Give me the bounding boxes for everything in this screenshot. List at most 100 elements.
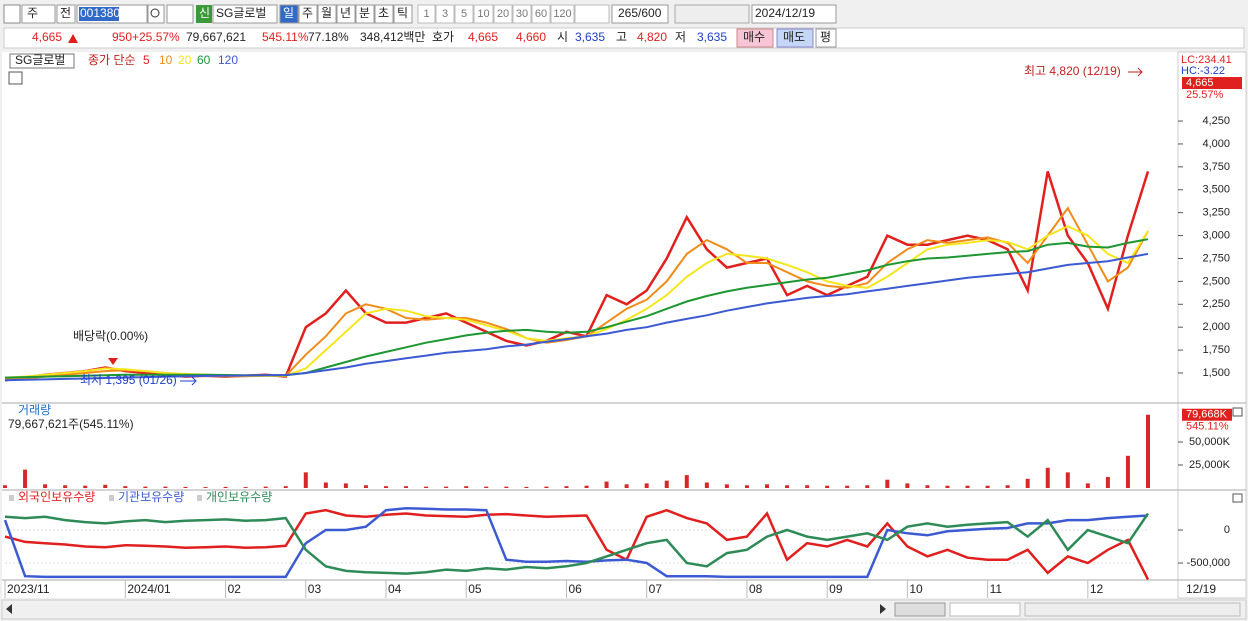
volume-bar: [684, 475, 689, 488]
scroll-right[interactable]: [880, 604, 886, 614]
period-button[interactable]: [393, 4, 413, 24]
period: 주: [302, 6, 313, 20]
period-button[interactable]: [317, 4, 337, 24]
y-tick-label: 3,750: [1202, 161, 1230, 173]
interval-button[interactable]: [417, 4, 436, 24]
volume-bar: [1085, 483, 1090, 488]
interval-button[interactable]: [531, 4, 551, 24]
interval: 20: [497, 8, 509, 20]
low-note: 최저 1,395 (01/26): [80, 373, 177, 387]
volume-bar: [1025, 478, 1030, 488]
volume-bar: [825, 485, 830, 488]
stock-name: SG글로벌: [216, 6, 266, 20]
tool-icons[interactable]: [674, 4, 750, 24]
legend-swatch: [197, 495, 202, 501]
hc: HC:-3.22: [1181, 65, 1225, 77]
period: 일: [283, 6, 294, 20]
x-tick-label: 09: [829, 582, 843, 596]
legend-entry: 외국인보유수량: [18, 490, 95, 504]
scroll-left[interactable]: [6, 604, 12, 614]
amount: 348,412백만: [360, 30, 425, 44]
volume-bar: [183, 486, 188, 488]
legend-entry: 기관보유수량: [118, 490, 184, 504]
y-tick-label: 3,250: [1202, 207, 1230, 219]
interval-button[interactable]: [550, 4, 575, 24]
y-tick-label: 25,000K: [1189, 459, 1231, 471]
last-rate: 25.57%: [1186, 89, 1224, 101]
period: 틱: [397, 6, 408, 20]
volume-bar: [404, 486, 409, 488]
axis-area: [1177, 51, 1247, 599]
table-icon[interactable]: [8, 71, 23, 85]
volume-bar: [845, 485, 850, 488]
legend-swatch: [9, 495, 14, 501]
series-line: [4, 508, 1150, 581]
ask-label: 호가: [432, 30, 454, 44]
x-tick-label: 2023/11: [7, 582, 50, 596]
prev: 전: [60, 6, 71, 20]
volume-bar: [243, 487, 248, 488]
last-price-tag: [1182, 77, 1242, 90]
count-box[interactable]: [611, 4, 669, 24]
close-box[interactable]: [1232, 493, 1243, 503]
name-box[interactable]: [212, 4, 278, 24]
high-label: 고: [616, 30, 627, 44]
period-button[interactable]: [279, 4, 299, 24]
interval-button[interactable]: [435, 4, 455, 24]
rate: +25.57%: [132, 30, 180, 44]
volume-bar: [83, 485, 88, 488]
interval-button[interactable]: [473, 4, 494, 24]
period-button[interactable]: [336, 4, 356, 24]
volume-bar: [785, 485, 790, 488]
volume-bar: [704, 482, 709, 488]
menu-button[interactable]: [3, 4, 21, 24]
period-button[interactable]: [374, 4, 394, 24]
y-tick-label: 2,000: [1202, 321, 1230, 333]
volume-bar: [885, 479, 890, 488]
period: 초: [378, 6, 389, 20]
prev-button[interactable]: [56, 4, 76, 24]
volume-bar: [444, 486, 449, 488]
close-box[interactable]: [1232, 407, 1243, 417]
legend-entry: 120: [218, 53, 238, 67]
buy-button[interactable]: [736, 28, 774, 48]
blank-select[interactable]: [574, 4, 610, 24]
low-arrow: [180, 376, 197, 386]
interval: 30: [516, 8, 528, 20]
volume-bar: [524, 486, 529, 488]
eval-button[interactable]: [815, 28, 837, 48]
sound-button[interactable]: [166, 4, 194, 24]
y-tick-label: 1,750: [1202, 344, 1230, 356]
legend-entry: 20: [178, 53, 192, 67]
price: 4,665: [32, 30, 62, 44]
period-button[interactable]: [355, 4, 375, 24]
volume-bar: [263, 486, 268, 488]
sell: 매도: [783, 30, 805, 44]
legend-entry: 60: [197, 53, 211, 67]
y-tick-label: 1,500: [1202, 367, 1230, 379]
volume-bar: [624, 484, 629, 488]
market: 주: [27, 6, 38, 20]
volume-bar: [63, 485, 68, 488]
zoom-slider[interactable]: [949, 602, 1021, 617]
interval-button[interactable]: [493, 4, 513, 24]
code-selection: [79, 7, 119, 21]
volume-bar: [1105, 476, 1110, 488]
market-select[interactable]: [21, 4, 56, 24]
interval-button[interactable]: [454, 4, 474, 24]
interval-button[interactable]: [512, 4, 532, 24]
series-line: [3, 506, 1149, 579]
nav-buttons[interactable]: [894, 602, 946, 617]
interval: 120: [553, 8, 571, 20]
volume-bar: [1005, 485, 1010, 488]
search-button[interactable]: [147, 4, 165, 24]
volume-bar: [323, 482, 328, 488]
sell-button[interactable]: [776, 28, 814, 48]
date-box[interactable]: [751, 4, 837, 24]
draw-tools[interactable]: [1024, 602, 1241, 617]
period-button[interactable]: [298, 4, 318, 24]
volume-bar: [143, 486, 148, 488]
period: 년: [340, 6, 351, 20]
x-tick-label: 11: [990, 582, 1003, 596]
